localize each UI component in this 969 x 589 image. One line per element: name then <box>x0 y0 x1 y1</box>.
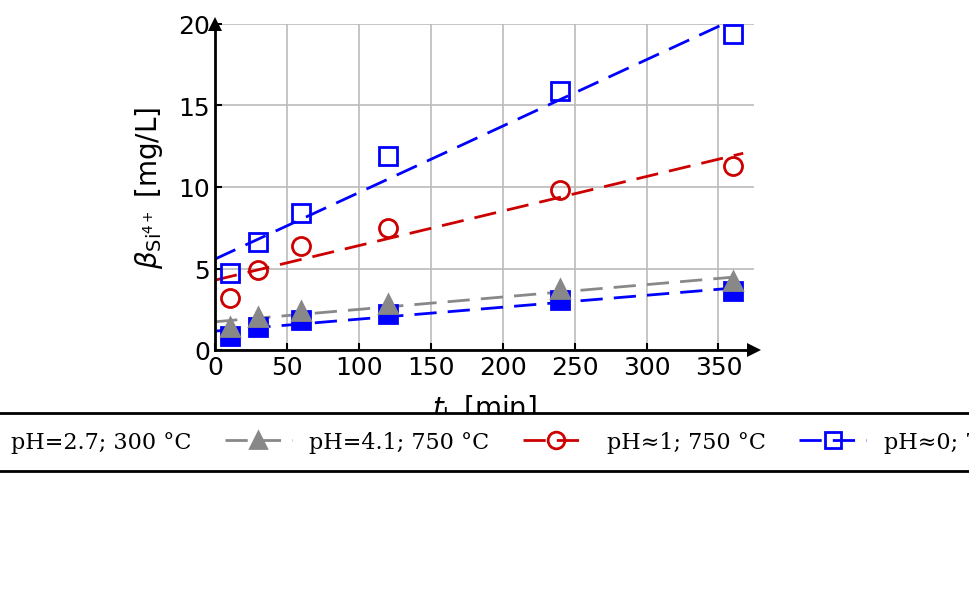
X-axis label: $t_{\mathrm{L}}$ [min]: $t_{\mathrm{L}}$ [min] <box>432 393 537 424</box>
Y-axis label: $\beta_{\mathrm{Si}^{4+}}$ [mg/L]: $\beta_{\mathrm{Si}^{4+}}$ [mg/L] <box>133 107 165 269</box>
Legend: pH=2.7; 300 °C, pH=4.1; 750 °C, pH≈1; 750 °C, pH≈0; 750 °C: pH=2.7; 300 °C, pH=4.1; 750 °C, pH≈1; 75… <box>0 413 969 471</box>
